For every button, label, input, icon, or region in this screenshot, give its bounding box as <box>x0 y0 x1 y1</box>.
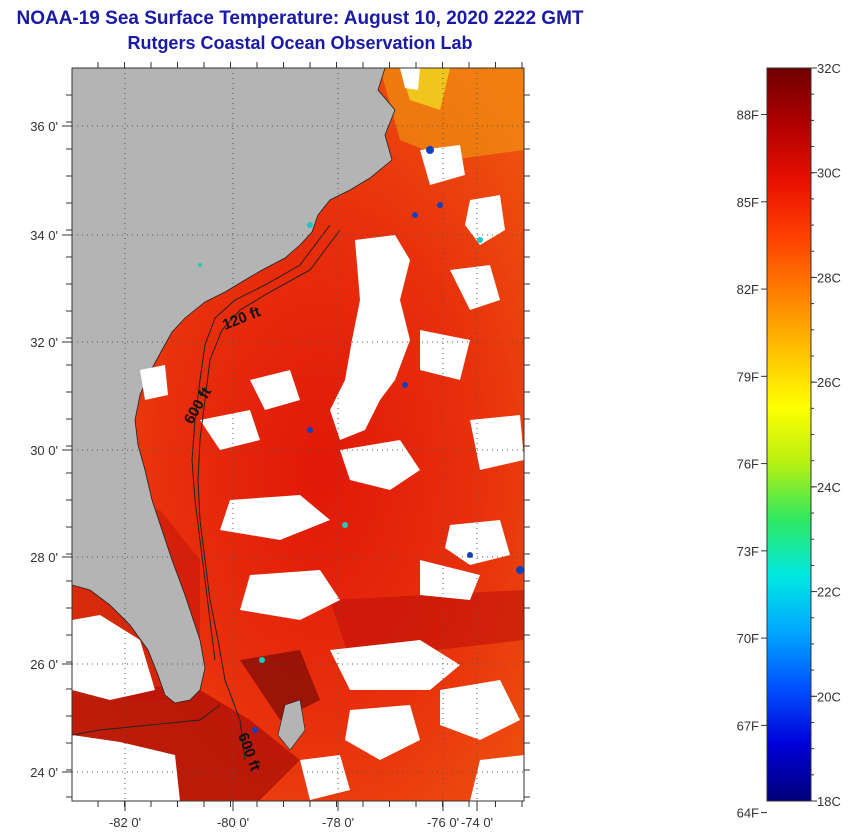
lat-label: 28 0' <box>30 550 58 565</box>
colorbar-labels: 32C 30C 28C 26C 24C 22C 20C 18C 88F 85F 82F 79F 76F 7… <box>737 61 841 821</box>
lat-label: 24 0' <box>30 765 58 780</box>
lon-label: -82 0' <box>109 815 141 830</box>
colorbar-c-label: 28C <box>817 270 841 285</box>
map-title: NOAA-19 Sea Surface Temperature: August … <box>16 8 584 29</box>
cool-spots <box>252 146 524 733</box>
map-frame <box>71 67 525 802</box>
cloud-patch <box>72 735 180 801</box>
colorbar-f-label: 73F <box>737 544 759 559</box>
map-image <box>72 68 524 801</box>
longitude-labels: -82 0' -80 0' -78 0' -76 0' -74 0' <box>109 815 493 830</box>
contour-line <box>72 704 221 736</box>
colorbar: 32C 30C 28C 26C 24C 22C 20C 18C 88F 85F 82F 79F 76F 7… <box>737 61 841 821</box>
warm-region <box>330 590 524 660</box>
colorbar-f-label: 67F <box>737 718 759 733</box>
colorbar-f-label: 88F <box>737 108 759 123</box>
colorbar-f-label: 79F <box>737 369 759 384</box>
colorbar-c-label: 32C <box>817 61 841 76</box>
contour-600ft <box>197 229 341 761</box>
lat-label: 34 0' <box>30 228 58 243</box>
colorbar-f-label: 70F <box>737 631 759 646</box>
colorbar-f-label: 82F <box>737 282 759 297</box>
lat-label: 26 0' <box>30 657 58 672</box>
colorbar-scale <box>766 67 812 802</box>
colorbar-ticks <box>761 67 817 814</box>
latitude-labels: 36 0' 34 0' 32 0' 30 0' 28 0' 26 0' 24 0' <box>30 119 58 780</box>
lat-label: 36 0' <box>30 119 58 134</box>
colorbar-c-label: 22C <box>817 585 841 600</box>
land-island <box>277 699 306 751</box>
cyan-spots <box>198 222 483 663</box>
lat-label: 32 0' <box>30 335 58 350</box>
colorbar-f-label: 76F <box>737 457 759 472</box>
map-ticks <box>62 62 530 811</box>
colorbar-f-label: 64F <box>737 806 759 821</box>
colorbar-c-label: 20C <box>817 689 841 704</box>
colorbar-f-label: 85F <box>737 195 759 210</box>
map-subtitle: Rutgers Coastal Ocean Observation Lab <box>127 33 473 53</box>
lon-label: -80 0' <box>217 815 249 830</box>
lat-label: 30 0' <box>30 443 58 458</box>
cloud-cover <box>140 68 524 801</box>
colorbar-c-label: 24C <box>817 480 841 495</box>
lon-label: -78 0' <box>322 815 354 830</box>
contour-120ft <box>191 224 331 661</box>
cloud-patch <box>72 615 155 700</box>
lon-label: -76 0' <box>427 815 459 830</box>
colorbar-c-label: 26C <box>817 375 841 390</box>
lon-label: -74 0' <box>461 815 493 830</box>
colorbar-c-label: 30C <box>817 166 841 181</box>
colorbar-c-label: 18C <box>817 794 841 809</box>
